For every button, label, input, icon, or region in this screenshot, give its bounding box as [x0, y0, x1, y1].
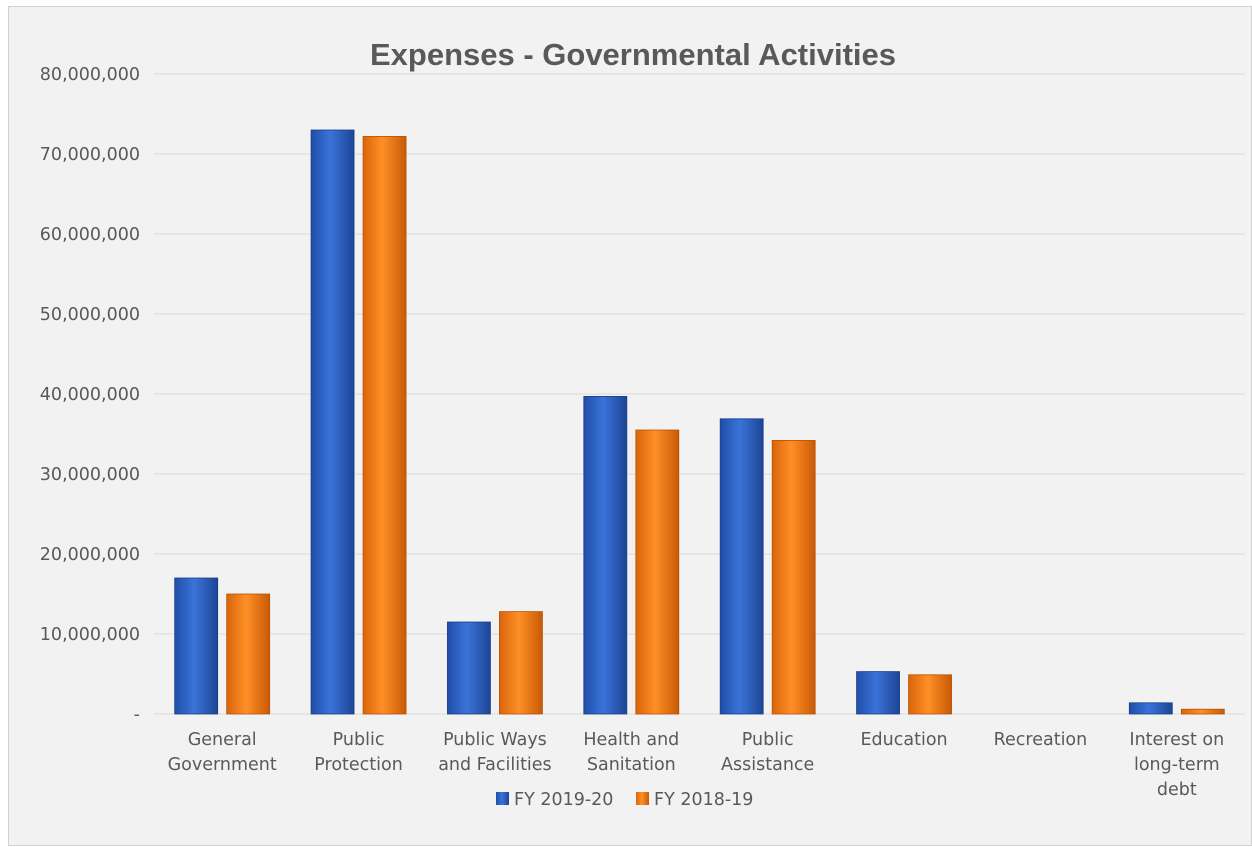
y-tick-label: 60,000,000 — [40, 225, 140, 245]
bar-fy2019-20 — [1128, 702, 1173, 715]
y-tick-label: 80,000,000 — [40, 65, 140, 85]
bar-fy2018-19 — [908, 674, 952, 715]
y-tick-label: 70,000,000 — [40, 145, 140, 165]
chart-area: - 10,000,000 20,000,000 30,000,000 40,000,00… — [8, 6, 1252, 846]
chart-title: Expenses - Governmental Activities — [370, 37, 896, 72]
x-category-label: General Government — [168, 730, 277, 775]
bar-chart: - 10,000,000 20,000,000 30,000,000 40,000,00… — [40, 37, 1245, 810]
x-category-label: Public Protection — [314, 730, 403, 775]
legend-label: FY 2018-19 — [654, 790, 753, 810]
bar-fy2018-19 — [362, 135, 407, 715]
x-category-label: Public Assistance — [721, 730, 814, 775]
y-axis: - 10,000,000 20,000,000 30,000,000 40,000,00… — [40, 65, 140, 725]
bar-fy2019-20 — [174, 577, 219, 715]
legend-swatch — [636, 792, 649, 805]
x-category-label: Education — [861, 730, 948, 750]
legend-label: FY 2019-20 — [514, 790, 613, 810]
y-tick-label: 40,000,000 — [40, 385, 140, 405]
x-category-label: Interest on long-term debt — [1129, 730, 1224, 800]
x-category-label: Recreation — [994, 730, 1088, 750]
y-tick-label: 20,000,000 — [40, 545, 140, 565]
bars — [174, 129, 1225, 715]
legend: FY 2019-20 FY 2018-19 — [496, 790, 753, 810]
bar-fy2018-19 — [226, 593, 271, 715]
bar-fy2019-20 — [856, 671, 900, 715]
y-tick-label: - — [134, 705, 140, 725]
x-category-label: Public Ways and Facilities — [438, 730, 552, 775]
bar-fy2018-19 — [635, 429, 680, 715]
y-tick-label: 30,000,000 — [40, 465, 140, 485]
bar-fy2019-20 — [447, 621, 491, 715]
bar-fy2018-19 — [1180, 708, 1225, 715]
legend-swatch — [496, 792, 509, 805]
x-axis: General Government Public Protection Public … — [168, 730, 1225, 800]
bar-fy2018-19 — [771, 439, 816, 715]
x-category-label: Health and Sanitation — [583, 730, 679, 775]
bar-fy2019-20 — [583, 395, 628, 715]
y-tick-label: 50,000,000 — [40, 305, 140, 325]
bar-fy2018-19 — [499, 611, 543, 715]
bar-fy2019-20 — [310, 129, 355, 715]
y-tick-label: 10,000,000 — [40, 625, 140, 645]
bar-fy2019-20 — [719, 418, 764, 715]
